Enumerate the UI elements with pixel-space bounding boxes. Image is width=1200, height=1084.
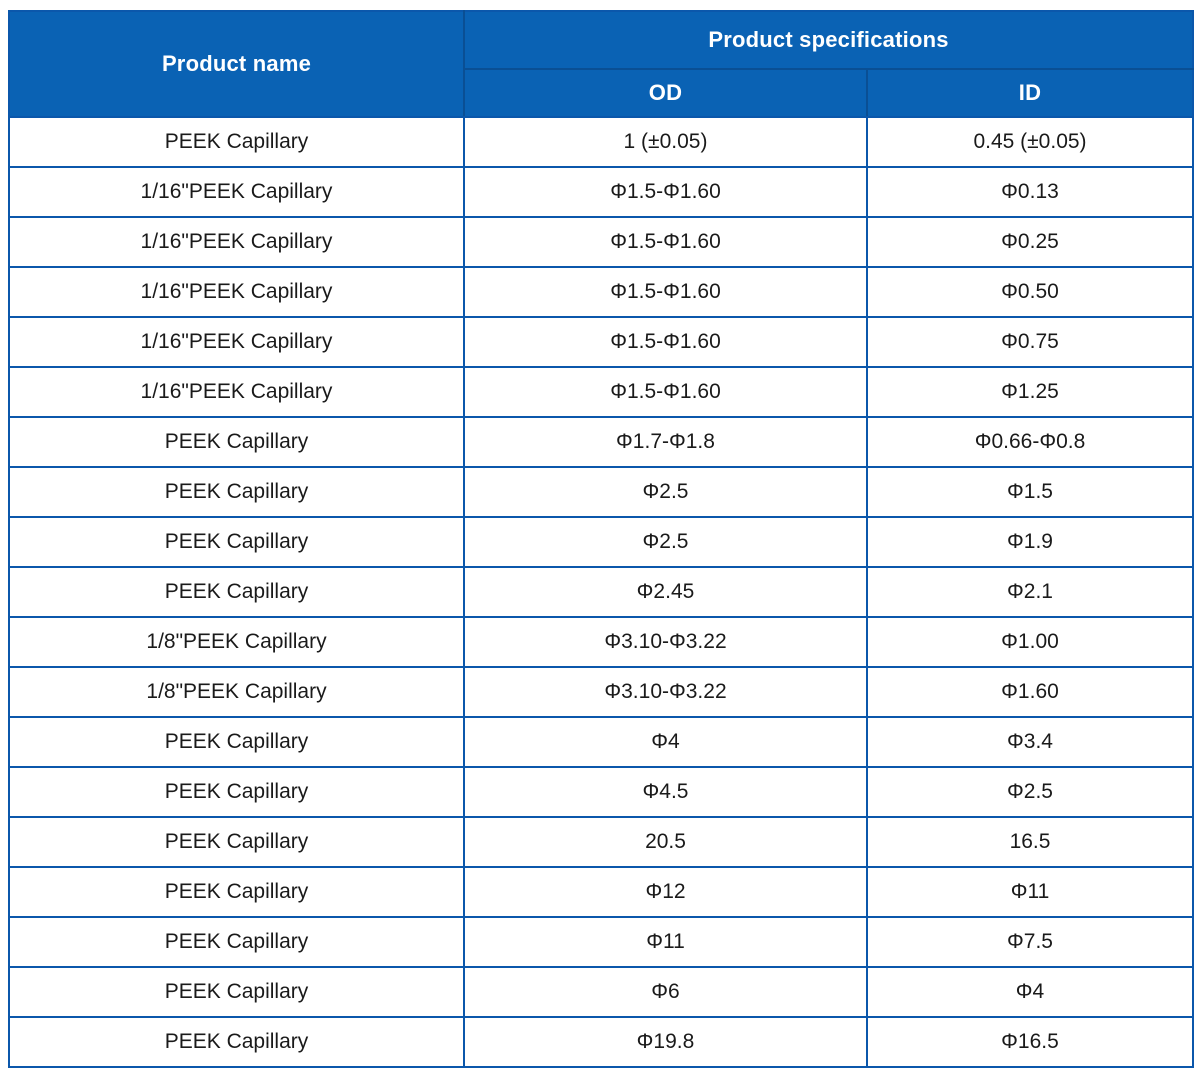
table-row: 1/16"PEEK Capillary Φ1.5-Φ1.60 Φ0.13 [8, 166, 1194, 218]
od-cell: Φ2.5 [463, 466, 868, 518]
product-name-cell: 1/16"PEEK Capillary [8, 166, 465, 218]
od-cell: Φ19.8 [463, 1016, 868, 1068]
header-product-specifications: Product specifications [463, 10, 1194, 70]
od-cell: Φ4.5 [463, 766, 868, 818]
od-cell: Φ12 [463, 866, 868, 918]
id-cell: Φ7.5 [866, 916, 1194, 968]
product-name-cell: PEEK Capillary [8, 516, 465, 568]
od-cell: Φ11 [463, 916, 868, 968]
product-name-cell: PEEK Capillary [8, 116, 465, 168]
table-body: PEEK Capillary 1 (±0.05) 0.45 (±0.05) 1/… [8, 116, 1194, 1068]
table-row: 1/16"PEEK Capillary Φ1.5-Φ1.60 Φ1.25 [8, 366, 1194, 418]
od-cell: 1 (±0.05) [463, 116, 868, 168]
table-row: PEEK Capillary Φ2.5 Φ1.9 [8, 516, 1194, 568]
product-name-cell: 1/16"PEEK Capillary [8, 316, 465, 368]
table-row: 1/8"PEEK Capillary Φ3.10-Φ3.22 Φ1.00 [8, 616, 1194, 668]
product-name-cell: PEEK Capillary [8, 416, 465, 468]
product-name-cell: PEEK Capillary [8, 866, 465, 918]
product-spec-table: Product name Product specifications OD I… [8, 10, 1194, 1068]
product-name-cell: PEEK Capillary [8, 966, 465, 1018]
id-cell: Φ1.00 [866, 616, 1194, 668]
id-cell: Φ0.50 [866, 266, 1194, 318]
id-cell: Φ2.5 [866, 766, 1194, 818]
product-name-cell: PEEK Capillary [8, 566, 465, 618]
header-row-sub: OD ID [9, 68, 1194, 118]
table-row: 1/16"PEEK Capillary Φ1.5-Φ1.60 Φ0.75 [8, 316, 1194, 368]
id-cell: Φ1.25 [866, 366, 1194, 418]
product-name-cell: 1/8"PEEK Capillary [8, 616, 465, 668]
table-row: 1/8"PEEK Capillary Φ3.10-Φ3.22 Φ1.60 [8, 666, 1194, 718]
table-header: Product name Product specifications OD I… [8, 10, 1194, 118]
table-row: PEEK Capillary Φ1.7-Φ1.8 Φ0.66-Φ0.8 [8, 416, 1194, 468]
product-name-cell: PEEK Capillary [8, 1016, 465, 1068]
table-row: PEEK Capillary Φ4.5 Φ2.5 [8, 766, 1194, 818]
product-name-cell: PEEK Capillary [8, 816, 465, 868]
header-od: OD [463, 68, 868, 118]
id-cell: Φ3.4 [866, 716, 1194, 768]
product-name-cell: PEEK Capillary [8, 466, 465, 518]
id-cell: Φ1.60 [866, 666, 1194, 718]
header-product-name: Product name [8, 10, 465, 118]
product-name-cell: PEEK Capillary [8, 916, 465, 968]
table-row: PEEK Capillary 20.5 16.5 [8, 816, 1194, 868]
product-name-cell: PEEK Capillary [8, 716, 465, 768]
product-name-cell: 1/16"PEEK Capillary [8, 366, 465, 418]
id-cell: Φ4 [866, 966, 1194, 1018]
id-cell: Φ11 [866, 866, 1194, 918]
table-row: PEEK Capillary Φ4 Φ3.4 [8, 716, 1194, 768]
table-row: 1/16"PEEK Capillary Φ1.5-Φ1.60 Φ0.50 [8, 266, 1194, 318]
od-cell: Φ1.5-Φ1.60 [463, 366, 868, 418]
table-row: PEEK Capillary Φ6 Φ4 [8, 966, 1194, 1018]
id-cell: Φ0.75 [866, 316, 1194, 368]
id-cell: Φ0.66-Φ0.8 [866, 416, 1194, 468]
od-cell: Φ2.45 [463, 566, 868, 618]
table-row: PEEK Capillary 1 (±0.05) 0.45 (±0.05) [8, 116, 1194, 168]
od-cell: Φ3.10-Φ3.22 [463, 616, 868, 668]
table-row: PEEK Capillary Φ2.45 Φ2.1 [8, 566, 1194, 618]
id-cell: 0.45 (±0.05) [866, 116, 1194, 168]
table-row: 1/16"PEEK Capillary Φ1.5-Φ1.60 Φ0.25 [8, 216, 1194, 268]
id-cell: Φ1.9 [866, 516, 1194, 568]
od-cell: Φ2.5 [463, 516, 868, 568]
od-cell: Φ4 [463, 716, 868, 768]
od-cell: Φ1.5-Φ1.60 [463, 316, 868, 368]
product-name-cell: 1/8"PEEK Capillary [8, 666, 465, 718]
od-cell: Φ1.7-Φ1.8 [463, 416, 868, 468]
product-name-cell: 1/16"PEEK Capillary [8, 266, 465, 318]
table-row: PEEK Capillary Φ2.5 Φ1.5 [8, 466, 1194, 518]
od-cell: Φ3.10-Φ3.22 [463, 666, 868, 718]
id-cell: Φ2.1 [866, 566, 1194, 618]
id-cell: 16.5 [866, 816, 1194, 868]
id-cell: Φ16.5 [866, 1016, 1194, 1068]
od-cell: Φ1.5-Φ1.60 [463, 266, 868, 318]
id-cell: Φ1.5 [866, 466, 1194, 518]
header-row-top: Product name Product specifications [8, 10, 1194, 118]
table-row: PEEK Capillary Φ12 Φ11 [8, 866, 1194, 918]
id-cell: Φ0.25 [866, 216, 1194, 268]
od-cell: Φ1.5-Φ1.60 [463, 166, 868, 218]
table-row: PEEK Capillary Φ11 Φ7.5 [8, 916, 1194, 968]
od-cell: Φ6 [463, 966, 868, 1018]
product-name-cell: 1/16"PEEK Capillary [8, 216, 465, 268]
header-id: ID [866, 68, 1194, 118]
od-cell: 20.5 [463, 816, 868, 868]
table-row: PEEK Capillary Φ19.8 Φ16.5 [8, 1016, 1194, 1068]
id-cell: Φ0.13 [866, 166, 1194, 218]
product-name-cell: PEEK Capillary [8, 766, 465, 818]
od-cell: Φ1.5-Φ1.60 [463, 216, 868, 268]
